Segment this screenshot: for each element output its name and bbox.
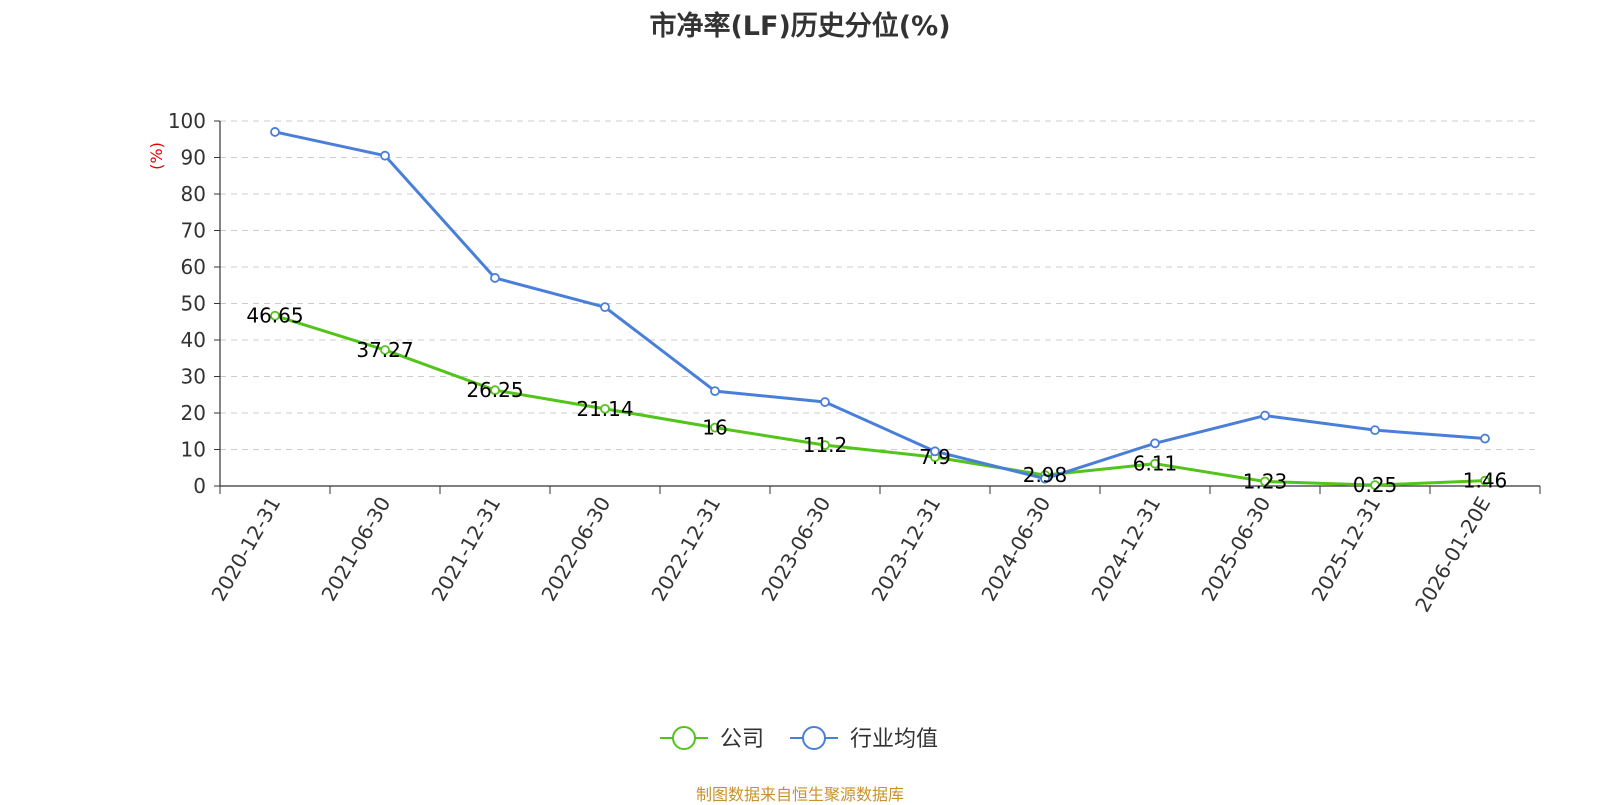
series-line-2: [274, 130, 1486, 481]
legend-label: 行业均值: [850, 727, 938, 752]
data-point: [380, 345, 390, 355]
y-tick-label: 0: [193, 474, 206, 498]
data-point: [1370, 480, 1380, 490]
y-tick-label: 100: [168, 109, 206, 133]
data-label: 1.23: [1243, 470, 1288, 494]
y-tick-label: 20: [181, 401, 206, 425]
data-label: 6.11: [1133, 452, 1178, 476]
legend[interactable]: 公司 行业均值: [660, 726, 938, 752]
data-point: [600, 403, 610, 414]
data-label: 1.46: [1463, 469, 1508, 493]
legend-marker: [672, 726, 696, 750]
y-tick-label: 30: [181, 365, 206, 389]
data-label: 2.98: [1023, 463, 1068, 487]
data-point: [1370, 425, 1380, 436]
legend-item[interactable]: 行业均值: [790, 726, 938, 752]
grid-lines: [220, 120, 1540, 450]
y-tick-label: 50: [181, 292, 206, 316]
x-tick-label: 2025-12-31: [1306, 493, 1385, 606]
data-point: [1150, 438, 1160, 449]
data-label: 0.25: [1353, 473, 1398, 497]
data-point: [1480, 475, 1490, 486]
data-point: [490, 273, 500, 283]
chart-title: 市净率(LF)历史分位(%): [649, 11, 951, 42]
data-point: [1260, 410, 1270, 421]
legend-item[interactable]: 公司: [660, 726, 764, 752]
legend-label: 公司: [720, 727, 764, 752]
data-point: [270, 127, 280, 137]
data-label: 16: [702, 416, 727, 440]
data-label: 26.25: [466, 378, 523, 402]
x-tick-label: 2024-12-31: [1086, 493, 1165, 606]
x-tick-label: 2021-12-31: [426, 493, 505, 606]
x-tick-label: 2023-06-30: [756, 493, 835, 606]
data-point: [820, 397, 830, 407]
axes: 0 10 20 30 40 50 60 70 80 90 100 2020-12-31 2021-06-…: [168, 109, 1541, 617]
data-label: 37.27: [356, 338, 413, 362]
y-tick-label: 10: [181, 438, 206, 462]
data-label: 46.65: [246, 304, 303, 328]
data-point: [490, 385, 500, 396]
y-tick-label: 80: [181, 182, 206, 206]
data-point: [710, 422, 720, 433]
x-tick-label: 2022-12-31: [646, 493, 725, 606]
x-tick-label: 2025-06-30: [1196, 493, 1275, 606]
x-tick-label: 2024-06-30: [976, 493, 1055, 606]
x-tick-label: 2020-12-31: [206, 493, 285, 606]
series-line-1: [274, 314, 1486, 487]
x-tick-label: 2022-06-30: [536, 493, 615, 606]
data-point: [710, 386, 720, 397]
x-tick-label: 2023-12-31: [866, 493, 945, 606]
data-point: [380, 150, 390, 161]
source-note: 制图数据来自恒生聚源数据库: [695, 785, 904, 804]
y-tick-label: 60: [181, 255, 206, 279]
data-label: 21.14: [576, 397, 633, 421]
data-point: [820, 440, 830, 451]
series-lines: [270, 127, 1490, 490]
data-point: [600, 302, 610, 313]
data-point: [1150, 458, 1160, 469]
data-labels: 46.65 37.27 26.25 21.14 16 11.2 7.9 2.98 6.11 1.2…: [246, 304, 1507, 497]
y-tick-label: 40: [181, 328, 206, 352]
data-point: [270, 310, 280, 321]
data-point: [1040, 473, 1050, 484]
data-label: 7.9: [919, 445, 951, 469]
legend-marker: [802, 726, 826, 750]
data-point: [1480, 433, 1490, 444]
y-axis-unit-label: (%): [147, 142, 166, 170]
x-tick-label: 2021-06-30: [316, 493, 395, 606]
y-tick-label: 90: [181, 146, 206, 170]
y-tick-label: 70: [181, 219, 206, 243]
x-tick-label: 2026-01-20E: [1410, 493, 1495, 617]
data-point: [930, 446, 940, 457]
data-point: [1260, 476, 1270, 487]
data-label: 11.2: [803, 433, 848, 457]
